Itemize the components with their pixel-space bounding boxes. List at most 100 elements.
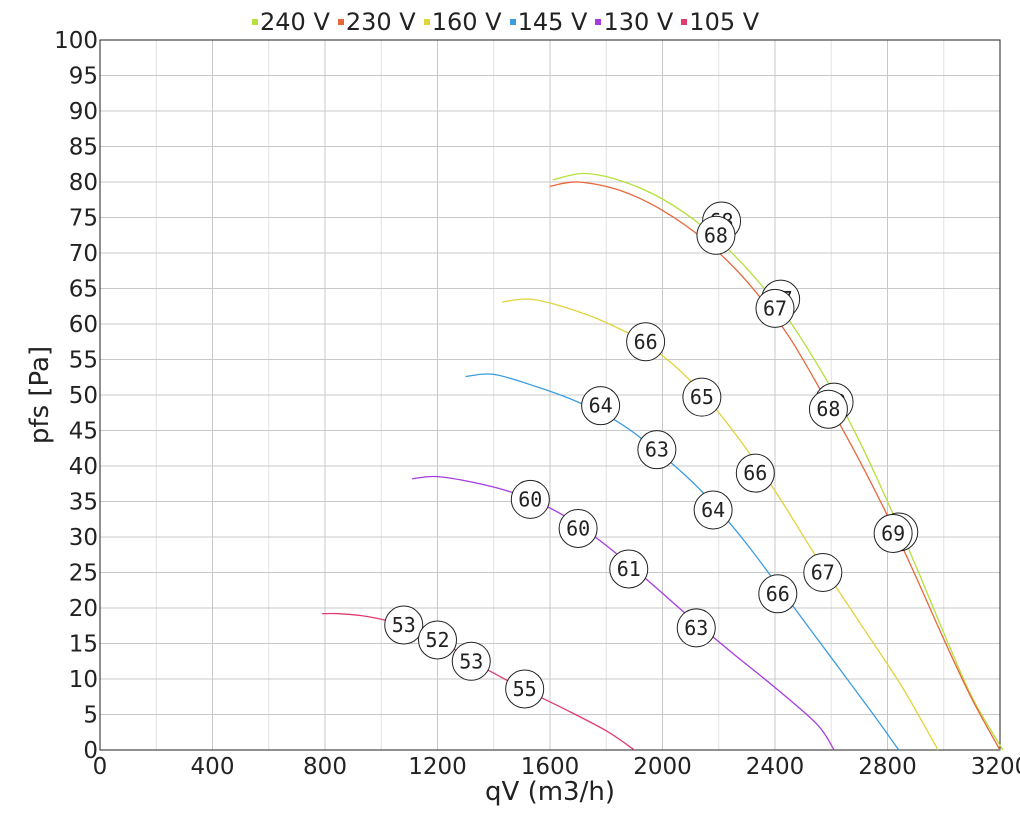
bubble-label: 55 bbox=[513, 677, 537, 701]
bubble-circle bbox=[418, 620, 457, 660]
legend-item-160v[interactable]: 160 V bbox=[423, 8, 502, 36]
bubble-label: 67 bbox=[763, 296, 787, 320]
legend-label-105v: 105 V bbox=[689, 8, 760, 36]
series-line-160v bbox=[502, 298, 939, 751]
sound-level-bubble: 60 bbox=[558, 508, 598, 548]
sound-level-bubble: 68 bbox=[696, 215, 736, 255]
y-tick-label: 100 bbox=[54, 28, 98, 54]
x-tick-label: 400 bbox=[191, 754, 235, 780]
x-tick-label: 800 bbox=[303, 754, 347, 780]
y-axis-ticks: 0 5 10 15 20 25 30 35 40 45 50 55 60 65 70 75 80 85 90 95 10… bbox=[54, 28, 98, 764]
sound-level-bubble: 65 bbox=[682, 377, 722, 417]
y-tick-label: 55 bbox=[69, 348, 98, 374]
x-tick-label: 0 bbox=[93, 754, 108, 780]
sound-level-bubble: 69 bbox=[873, 513, 913, 553]
x-axis-title: qV (m3/h) bbox=[485, 777, 615, 807]
y-tick-label: 5 bbox=[83, 703, 98, 729]
bubble-circle bbox=[558, 508, 598, 548]
bubble-label: 69 bbox=[881, 521, 905, 545]
bubble-circle bbox=[626, 322, 666, 362]
y-tick-label: 75 bbox=[69, 206, 98, 232]
bubble-label: 63 bbox=[684, 616, 708, 640]
bubble-label: 66 bbox=[766, 582, 790, 606]
y-tick-label: 45 bbox=[69, 419, 98, 445]
y-tick-label: 80 bbox=[69, 170, 98, 196]
y-tick-label: 50 bbox=[69, 383, 98, 409]
sound-level-bubble: 67 bbox=[755, 288, 795, 328]
y-tick-label: 30 bbox=[69, 525, 98, 551]
sound-level-bubble: 61 bbox=[609, 549, 649, 589]
legend-item-145v[interactable]: 145 V bbox=[509, 8, 587, 36]
bubble-circle bbox=[510, 479, 550, 519]
bubble-label: 64 bbox=[701, 498, 725, 522]
sound-level-bubble: 66 bbox=[626, 322, 666, 362]
bubble-label: 65 bbox=[690, 385, 714, 409]
y-axis-title: pfs [Pa] bbox=[25, 346, 55, 444]
bubble-circle bbox=[693, 490, 733, 530]
bubble-circle bbox=[758, 574, 798, 614]
legend-swatch-240v bbox=[252, 19, 258, 25]
bubble-label: 60 bbox=[566, 516, 590, 540]
sound-level-bubble: 64 bbox=[581, 386, 621, 426]
x-tick-label: 3200 bbox=[971, 754, 1020, 780]
y-tick-label: 40 bbox=[69, 454, 98, 480]
legend-item-230v[interactable]: 230 V bbox=[337, 8, 416, 36]
legend: 240 V 230 V 160 V 145 V 130 V 105 V bbox=[252, 6, 767, 38]
x-tick-label: 2400 bbox=[746, 754, 805, 780]
series-line-230v bbox=[549, 181, 1001, 751]
sound-level-bubble: 67 bbox=[803, 553, 843, 592]
series-line-240v bbox=[552, 172, 1004, 751]
bubble-circle bbox=[637, 430, 677, 470]
legend-label-230v: 230 V bbox=[345, 8, 416, 36]
x-tick-label: 2800 bbox=[858, 754, 917, 780]
bubble-circle bbox=[873, 513, 913, 553]
y-tick-label: 85 bbox=[69, 135, 98, 161]
bubble-circle bbox=[803, 553, 843, 592]
sound-level-bubble: 55 bbox=[505, 669, 545, 709]
legend-label-160v: 160 V bbox=[431, 8, 502, 36]
sound-level-bubble: 66 bbox=[735, 453, 775, 493]
bubble-label: 64 bbox=[589, 394, 613, 418]
bubble-label: 53 bbox=[459, 649, 483, 673]
sound-level-bubble: 64 bbox=[693, 490, 733, 530]
y-tick-label: 35 bbox=[69, 490, 98, 516]
y-tick-label: 90 bbox=[69, 99, 98, 125]
y-tick-label: 65 bbox=[69, 277, 98, 303]
sound-level-bubble: 63 bbox=[676, 608, 716, 648]
bubble-circle bbox=[696, 215, 736, 255]
y-tick-label: 10 bbox=[69, 667, 98, 693]
grid bbox=[99, 39, 1001, 751]
x-axis-ticks: 0 400 800 1200 1600 2000 2400 2800 3200 bbox=[93, 754, 1020, 780]
bubble-label: 60 bbox=[518, 487, 542, 511]
legend-item-240v[interactable]: 240 V bbox=[252, 8, 330, 36]
legend-swatch-145v bbox=[509, 19, 516, 25]
bubble-circle bbox=[808, 389, 848, 429]
series-line-130v bbox=[412, 475, 835, 751]
bubble-circle bbox=[735, 453, 775, 493]
y-tick-label: 25 bbox=[69, 561, 98, 587]
sound-level-bubble: 66 bbox=[758, 574, 798, 614]
bubble-label: 66 bbox=[743, 461, 767, 485]
bubble-circle bbox=[505, 669, 545, 709]
bubble-label: 66 bbox=[634, 330, 658, 354]
bubble-label: 68 bbox=[816, 397, 840, 421]
legend-item-130v[interactable]: 130 V bbox=[595, 8, 673, 36]
sound-level-bubble: 52 bbox=[418, 620, 457, 660]
bubble-circle bbox=[676, 608, 716, 648]
legend-swatch-130v bbox=[595, 19, 602, 25]
bubble-label: 53 bbox=[392, 613, 416, 637]
legend-item-105v[interactable]: 105 V bbox=[681, 8, 759, 36]
bubble-circle bbox=[609, 549, 649, 589]
legend-swatch-230v bbox=[337, 19, 344, 25]
bubble-circle bbox=[755, 288, 795, 328]
sound-level-bubble: 60 bbox=[510, 479, 550, 519]
sound-level-bubble: 53 bbox=[384, 605, 424, 645]
sound-level-bubble: 68 bbox=[808, 389, 848, 429]
bubble-label: 67 bbox=[811, 561, 835, 585]
series-line-105v bbox=[322, 612, 635, 751]
sound-level-labels: 6867686968676869666566676463646660606163… bbox=[384, 201, 919, 709]
y-tick-label: 70 bbox=[69, 241, 98, 267]
y-tick-label: 15 bbox=[69, 632, 98, 658]
bubble-label: 68 bbox=[704, 223, 728, 247]
